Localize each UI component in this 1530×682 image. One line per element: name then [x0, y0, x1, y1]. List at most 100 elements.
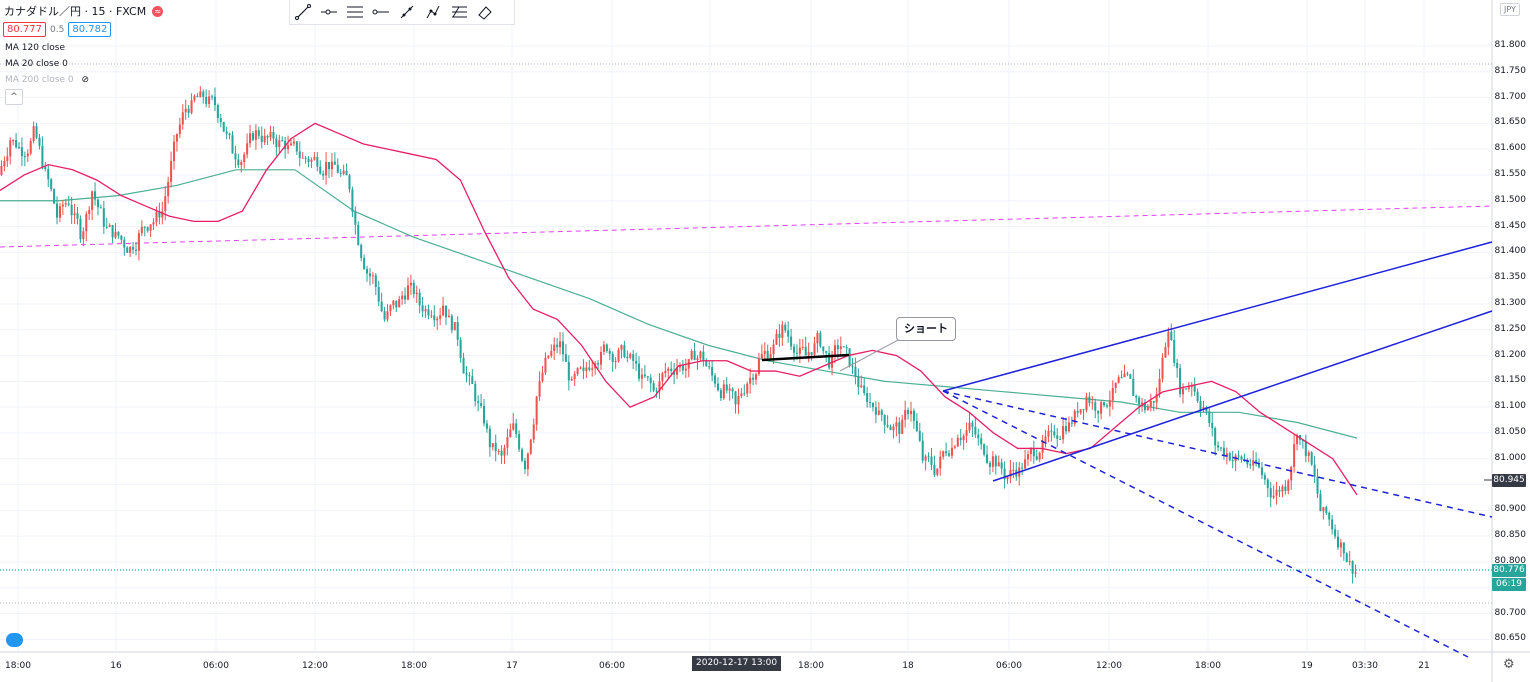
- candle-body: [869, 402, 872, 404]
- candle-body: [123, 239, 126, 248]
- candle-body: [199, 91, 202, 98]
- candle-body: [503, 447, 506, 456]
- candle-body: [477, 401, 480, 404]
- candle-body: [711, 367, 714, 376]
- candle-body: [1141, 402, 1144, 405]
- candle-body: [573, 373, 576, 380]
- candle-body: [936, 468, 939, 475]
- y-tick-label: 81.750: [1494, 65, 1527, 76]
- currency-label[interactable]: JPY: [1500, 3, 1520, 16]
- candle-body: [1275, 489, 1278, 496]
- candle-body: [611, 353, 614, 363]
- candle-body: [260, 135, 263, 143]
- tradingview-logo-icon[interactable]: [6, 633, 23, 647]
- candle-body: [132, 246, 135, 250]
- candle-body: [795, 352, 798, 354]
- trend-line-icon[interactable]: [290, 1, 316, 23]
- candle-body: [383, 311, 386, 320]
- candle-body: [567, 361, 570, 381]
- candle-body: [330, 161, 333, 170]
- candle-body: [1313, 464, 1316, 477]
- settings-gear-icon[interactable]: ⚙: [1503, 657, 1515, 672]
- ray-icon[interactable]: [368, 1, 394, 23]
- parallel-channel-icon[interactable]: [342, 1, 368, 23]
- long-position-icon[interactable]: [394, 1, 420, 23]
- candle-body: [1173, 339, 1176, 363]
- candle-body: [1339, 542, 1342, 548]
- candle-body: [333, 161, 336, 165]
- candle-body: [269, 131, 272, 138]
- candle-body: [307, 158, 310, 162]
- candle-body: [734, 391, 737, 405]
- candle-body: [64, 203, 67, 205]
- candle-body: [424, 309, 427, 312]
- candle-body: [1211, 422, 1214, 429]
- candle-body: [1120, 377, 1123, 379]
- sell-price[interactable]: 80.777: [3, 22, 46, 37]
- candle-body: [15, 140, 18, 148]
- ma200-legend[interactable]: MA 200 close 0 ⊘: [5, 75, 89, 85]
- candle-body: [1170, 331, 1173, 340]
- candle-body: [164, 196, 167, 212]
- symbol-label[interactable]: カナダドル／円 · 15 · FXCM: [4, 5, 147, 18]
- horizontal-ray-icon[interactable]: [316, 1, 342, 23]
- eraser-icon[interactable]: [472, 1, 498, 23]
- candle-body: [202, 91, 205, 97]
- candle-body: [292, 141, 295, 144]
- candle-body: [790, 336, 793, 347]
- short-callout[interactable]: ショート: [896, 317, 956, 341]
- symbol-title[interactable]: カナダドル／円 · 15 · FXCM ≈: [4, 3, 164, 19]
- buy-price[interactable]: 80.782: [68, 22, 112, 37]
- y-tick-label: 81.550: [1494, 168, 1527, 179]
- candle-body: [930, 456, 933, 465]
- candle-body: [1132, 378, 1135, 396]
- candle-body: [398, 299, 401, 308]
- fib-retracement-icon[interactable]: [446, 1, 472, 23]
- candle-body: [342, 170, 345, 174]
- candle-body: [988, 462, 991, 467]
- candle-body: [971, 422, 974, 427]
- candle-body: [1167, 331, 1170, 348]
- candle-body: [1024, 459, 1027, 469]
- candle-body: [1062, 426, 1065, 440]
- candle-body: [395, 300, 398, 308]
- candle-body: [196, 96, 199, 98]
- candle-body: [462, 357, 465, 374]
- ma20-legend[interactable]: MA 20 close 0: [5, 59, 68, 69]
- candle-body: [386, 311, 389, 320]
- candle-body: [591, 368, 594, 370]
- candle-body: [1085, 396, 1088, 411]
- candle-body: [1307, 452, 1310, 456]
- candle-body: [310, 159, 313, 162]
- x-tick-label: 18:00: [5, 661, 31, 671]
- candle-body: [339, 172, 342, 174]
- candle-body: [0, 166, 3, 175]
- x-tick-label: 12:00: [1096, 661, 1122, 671]
- candle-body: [839, 346, 842, 350]
- candle-body: [754, 374, 758, 380]
- candle-body: [576, 368, 579, 374]
- candle-body: [766, 350, 769, 358]
- crosshair-date-tag: 2020-12-17 13:00: [692, 656, 782, 671]
- candle-body: [1351, 561, 1354, 574]
- candle-body: [526, 453, 529, 470]
- candle-body: [1284, 486, 1287, 491]
- eye-hidden-icon[interactable]: ⊘: [81, 75, 90, 85]
- ma120-legend[interactable]: MA 120 close: [5, 43, 66, 53]
- candle-body: [831, 354, 834, 368]
- candle-body: [298, 151, 301, 158]
- candle-body: [541, 372, 544, 382]
- candle-body: [512, 423, 515, 430]
- candle-body: [246, 143, 249, 155]
- candle-body: [1304, 441, 1307, 456]
- path-icon[interactable]: [420, 1, 446, 23]
- candle-body: [898, 422, 901, 434]
- candle-body: [108, 225, 111, 227]
- candle-body: [544, 357, 547, 373]
- collapse-legend-button[interactable]: ^: [5, 89, 23, 105]
- ma200-legend-label: MA 200 close 0: [5, 75, 74, 85]
- candle-body: [661, 373, 664, 382]
- candle-body: [740, 393, 743, 396]
- candle-body: [9, 140, 12, 157]
